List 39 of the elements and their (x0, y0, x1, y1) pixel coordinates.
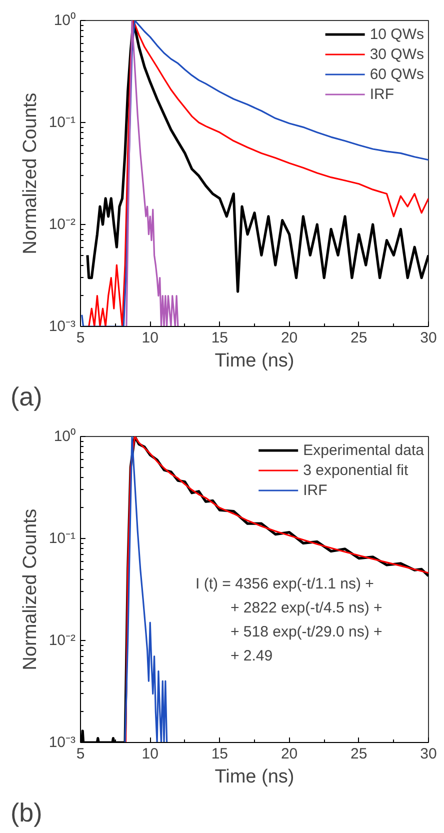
y-tick-label: 10⁻² (48, 632, 76, 649)
legend-label: Experimental data (303, 442, 424, 458)
y-axis-title: Normalized Counts (20, 508, 41, 670)
text: (a) (10, 382, 42, 412)
y-tick-label: 10⁰ (54, 12, 76, 29)
legend-label: 3 exponential fit (303, 462, 408, 478)
x-tick-label: 30 (420, 746, 437, 762)
x-tick-label: 5 (76, 330, 85, 346)
x-tick-label: 20 (280, 330, 298, 346)
y-tick-label: 10⁻¹ (48, 530, 76, 547)
x-tick-label: 25 (350, 330, 368, 346)
annotation: I (t) = 4356 exp(-t/1.1 ns) + (196, 576, 374, 592)
x-tick-label: 15 (211, 746, 228, 762)
x-tick-label: 10 (142, 330, 158, 346)
y-axis-title: Normalized Counts (20, 92, 41, 254)
text: (b) (10, 798, 42, 828)
x-tick-label: 25 (350, 746, 368, 762)
x-axis-title: Time (ns) (214, 350, 294, 372)
x-axis-title: Time (ns) (214, 766, 294, 788)
annotation: + 518 exp(-t/29.0 ns) + (230, 624, 382, 640)
y-tick-label: 10⁻³ (48, 734, 76, 751)
y-tick-label: 10⁻² (48, 216, 76, 233)
y-tick-label: 10⁰ (54, 428, 76, 445)
legend-label: 10 QWs (370, 26, 424, 42)
line-series (126, 20, 179, 326)
annotation: + 2.49 (230, 648, 273, 664)
legend-label: IRF (303, 482, 328, 498)
annotation: + 2822 exp(-t/4.5 ns) + (230, 600, 382, 616)
y-tick-label: 10⁻¹ (48, 114, 76, 131)
legend-label: 60 QWs (370, 66, 424, 82)
legend-label: IRF (370, 86, 394, 102)
x-tick-label: 20 (280, 746, 298, 762)
x-tick-label: 5 (76, 746, 85, 762)
x-tick-label: 15 (211, 330, 228, 346)
line-series (124, 436, 168, 742)
y-tick-label: 10⁻³ (48, 318, 76, 335)
legend-label: 30 QWs (370, 46, 424, 62)
x-tick-label: 10 (142, 746, 158, 762)
x-tick-label: 30 (420, 330, 437, 346)
